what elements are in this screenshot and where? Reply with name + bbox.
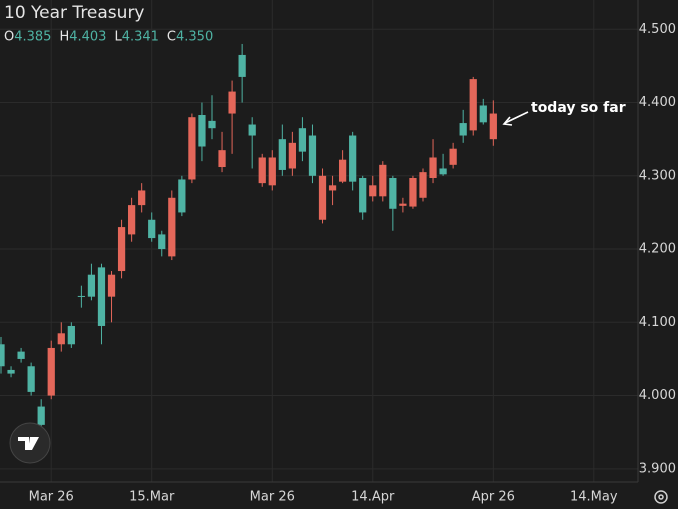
ohlc-label: C <box>167 30 176 45</box>
candle-body <box>128 205 136 235</box>
candle-body <box>349 135 357 182</box>
ohlc-value: 4.341 <box>122 30 159 45</box>
y-tick-label: 4.500 <box>639 22 676 37</box>
candle-body <box>258 157 266 184</box>
candle-body <box>469 79 477 131</box>
settings-icon[interactable] <box>654 490 668 504</box>
x-tick-label: 15.Mar <box>129 490 175 505</box>
x-tick-label: 14.May <box>570 490 618 505</box>
candle-body <box>148 219 156 239</box>
chart-title: 10 Year Treasury <box>4 3 145 23</box>
candle-body <box>47 347 55 396</box>
ohlc-legend: O 4.385 H 4.403 L 4.341 C 4.350 <box>4 30 213 45</box>
candle-body <box>379 164 387 197</box>
candle-body <box>288 142 296 169</box>
ohlc-label: L <box>114 30 122 45</box>
candle-body <box>117 227 126 272</box>
ohlc-label: H <box>59 30 69 45</box>
candle-body <box>308 135 317 176</box>
candle-body <box>7 369 15 374</box>
ohlc-label: O <box>4 30 14 45</box>
x-tick-label: Mar 26 <box>250 490 295 505</box>
y-tick-label: 4.400 <box>639 95 676 110</box>
candle-body <box>138 190 146 206</box>
ohlc-value: 4.403 <box>69 30 106 45</box>
candle-body <box>439 168 447 175</box>
y-tick-label: 4.300 <box>639 168 676 183</box>
candle-body <box>178 179 186 213</box>
candle-body <box>107 274 116 297</box>
candle-body <box>67 325 75 345</box>
candle-body <box>198 115 206 147</box>
candle-body <box>318 175 327 220</box>
y-tick-label: 3.900 <box>639 461 676 476</box>
y-tick-label: 4.000 <box>639 388 676 403</box>
candle-body <box>97 267 106 326</box>
x-tick-label: Apr 26 <box>472 490 515 505</box>
gear[interactable] <box>654 490 668 504</box>
candle-body <box>409 178 417 207</box>
candle-body <box>17 351 25 359</box>
logo-mark <box>18 437 39 450</box>
arrow-line <box>504 111 529 124</box>
candle-body <box>57 333 65 345</box>
annotation-arrow <box>502 111 529 126</box>
candle-body <box>0 344 5 367</box>
candle-body <box>268 157 276 186</box>
candle-body <box>278 139 286 170</box>
candle-body <box>87 274 96 297</box>
candle-body <box>77 295 85 297</box>
candles <box>0 43 497 436</box>
candle-body <box>208 120 216 129</box>
candle-body <box>369 185 377 197</box>
candle-body <box>429 157 437 179</box>
candle-body <box>238 54 246 77</box>
y-tick-label: 4.100 <box>639 315 676 330</box>
gear-center[interactable] <box>658 494 664 500</box>
candle-body <box>228 91 236 114</box>
candle-body <box>248 124 256 136</box>
x-tick-label: 14.Apr <box>351 490 395 505</box>
x-tick-label: Mar 26 <box>29 490 74 505</box>
candle-body <box>359 178 367 213</box>
y-tick-label: 4.200 <box>639 242 676 257</box>
candle-body <box>218 150 226 168</box>
candle-body <box>168 197 176 257</box>
candle-body <box>338 159 347 182</box>
candle-body <box>188 117 196 180</box>
ohlc-value: 4.350 <box>176 30 213 45</box>
candle-body <box>449 148 457 165</box>
candle-body <box>399 203 407 206</box>
candle-body <box>37 406 45 425</box>
candle-body <box>298 128 307 152</box>
ohlc-value: 4.385 <box>14 30 51 45</box>
candle-body <box>419 172 427 198</box>
candle-body <box>489 113 497 140</box>
candle-body <box>27 366 35 392</box>
candle-body <box>389 178 397 209</box>
candle-body <box>328 185 337 191</box>
arrow-head <box>502 116 513 126</box>
candle-body <box>479 105 487 123</box>
logo <box>9 422 51 464</box>
candle-body <box>459 123 467 136</box>
candle-body <box>158 234 166 250</box>
annotation: today so far <box>531 100 626 116</box>
